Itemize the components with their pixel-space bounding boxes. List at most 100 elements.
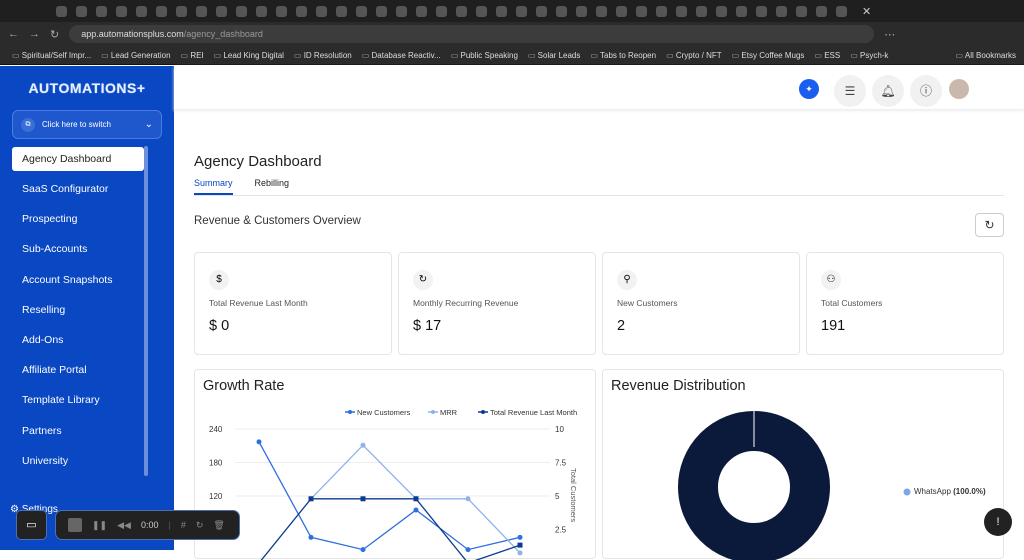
browser-tab-icon[interactable] [236,5,247,17]
browser-tab-icon[interactable] [416,5,427,17]
avatar[interactable] [949,79,969,99]
browser-tab-icon[interactable] [396,5,407,17]
browser-tab-icon[interactable] [756,5,767,17]
refresh-button[interactable]: ↻ [975,213,1004,237]
help-chat-icon[interactable]: ! [984,508,1012,536]
bell-icon[interactable]: 🔔︎ [872,75,904,107]
browser-tab-icon[interactable] [556,5,567,17]
browser-tab-icon[interactable] [596,5,607,17]
sidebar-item-saas-configurator[interactable]: SaaS Configurator [22,183,109,195]
close-tab-icon[interactable]: ✕ [862,5,872,18]
browser-tab-icon[interactable] [576,5,587,17]
browser-tab-icon[interactable] [216,5,227,17]
browser-tab-icon[interactable] [176,5,187,17]
browser-tab-icon[interactable] [116,5,127,17]
browser-tab-icon[interactable] [716,5,727,17]
browser-tab-icon[interactable] [696,5,707,17]
browser-tab-icon[interactable] [496,5,507,17]
tab-rebilling[interactable]: Rebilling [254,178,290,188]
all-bookmarks[interactable]: All Bookmarks [956,51,1016,60]
browser-tab-icon[interactable] [196,5,207,17]
browser-tab-icon[interactable] [456,5,467,17]
browser-tab-icon[interactable] [296,5,307,17]
account-switcher[interactable]: ⧉ Click here to switch ⌄ [12,110,162,139]
browser-tab-icon[interactable] [276,5,287,17]
restart-icon[interactable]: ↻ [195,519,204,530]
tab-summary[interactable]: Summary [194,178,233,195]
trash-icon[interactable]: 🗑︎ [213,519,225,530]
browser-tab-icon[interactable] [136,5,147,17]
reload-icon[interactable]: ↻ [50,28,60,41]
stat-card: ⚲ New Customers 2 [602,252,800,355]
page-title: Agency Dashboard [194,153,322,170]
data-point [308,534,314,540]
browser-tab-icon[interactable] [676,5,687,17]
bookmark-item[interactable]: Spiritual/Self Impr... [12,51,91,60]
browser-tab-icon[interactable] [656,5,667,17]
browser-tab-icon[interactable] [476,5,487,17]
bookmark-item[interactable]: Lead Generation [101,51,171,60]
sidebar-item-sub-accounts[interactable]: Sub-Accounts [22,243,88,256]
browser-tab-icon[interactable] [836,5,847,17]
legend-marker [431,410,435,414]
browser-tab-icon[interactable] [516,5,527,17]
bookmark-item[interactable]: REI [181,51,203,60]
url-input[interactable]: app.automationsplus.com/agency_dashboard [69,25,875,43]
series-line [260,498,521,560]
sidebar-scrollbar[interactable] [144,146,148,476]
legend-item: MRR [440,408,458,417]
bookmark-item[interactable]: ESS [814,51,840,60]
browser-tab-icon[interactable] [636,5,647,17]
menu-icon[interactable]: ☰ [834,75,866,107]
chart-title: Growth Rate [203,378,285,394]
sidebar-item-account-snapshots[interactable]: Account Snapshots [22,273,113,286]
bookmark-item[interactable]: Database Reactiv... [362,51,441,60]
browser-tab-icon[interactable] [736,5,747,17]
rewind-icon[interactable]: ◀◀ [117,519,131,530]
bookmark-item[interactable]: Tabs to Reopen [590,51,656,60]
sidebar-item-agency-dashboard[interactable]: Agency Dashboard [12,147,144,171]
browser-tab-icon[interactable] [436,5,447,17]
y-tick-left: 120 [209,492,223,501]
browser-tab-icon[interactable] [316,5,327,17]
pause-icon[interactable]: ❚❚ [92,519,108,530]
bookmark-item[interactable]: Crypto / NFT [666,51,722,60]
forward-icon[interactable]: → [29,28,40,40]
back-icon[interactable]: ← [8,28,19,40]
bookmark-item[interactable]: Etsy Coffee Mugs [732,51,804,60]
grid-icon[interactable]: # [180,520,186,530]
browser-tab-icon[interactable] [56,5,67,17]
bookmark-item[interactable]: Solar Leads [528,51,581,60]
browser-tab-icon[interactable] [336,5,347,17]
camera-icon[interactable]: ▭ [16,510,47,540]
sidebar-item-university[interactable]: University [22,454,69,467]
browser-tab-icon[interactable] [96,5,107,17]
sidebar-item-prospecting[interactable]: Prospecting [22,213,78,226]
bookmark-item[interactable]: ID Resolution [294,51,352,60]
stat-label: New Customers [617,298,678,308]
browser-tab-icon[interactable] [776,5,787,17]
extensions-icon[interactable]: ⋯ [884,28,896,41]
sidebar-item-partners[interactable]: Partners [22,424,62,437]
bookmark-item[interactable]: Lead King Digital [214,51,283,60]
sidebar-item-settings[interactable]: ⚙ Settings [10,504,58,515]
bookmark-item[interactable]: Public Speaking [451,51,518,60]
browser-tab-icon[interactable] [816,5,827,17]
browser-tab-icon[interactable] [256,5,267,17]
info-icon[interactable]: ⓘ [910,75,942,107]
browser-tab-icon[interactable] [156,5,167,17]
browser-tab-icon[interactable] [796,5,807,17]
bookmark-item[interactable]: Psych-k [850,51,888,60]
quick-actions-icon[interactable]: ✦ [799,79,819,99]
browser-tab-icon[interactable] [376,5,387,17]
browser-tab-icon[interactable] [76,5,87,17]
sidebar-item-add-ons[interactable]: Add-Ons [22,333,64,346]
browser-tab-icon[interactable] [536,5,547,17]
sidebar-item-reselling[interactable]: Reselling [22,303,66,316]
sidebar-item-affiliate-portal[interactable]: Affiliate Portal [22,364,87,377]
stop-button[interactable] [68,518,82,532]
browser-tab-icon[interactable] [356,5,367,17]
browser-tab-icon[interactable] [616,5,627,17]
sidebar-item-template-library[interactable]: Template Library [22,394,100,407]
data-point [517,542,523,548]
